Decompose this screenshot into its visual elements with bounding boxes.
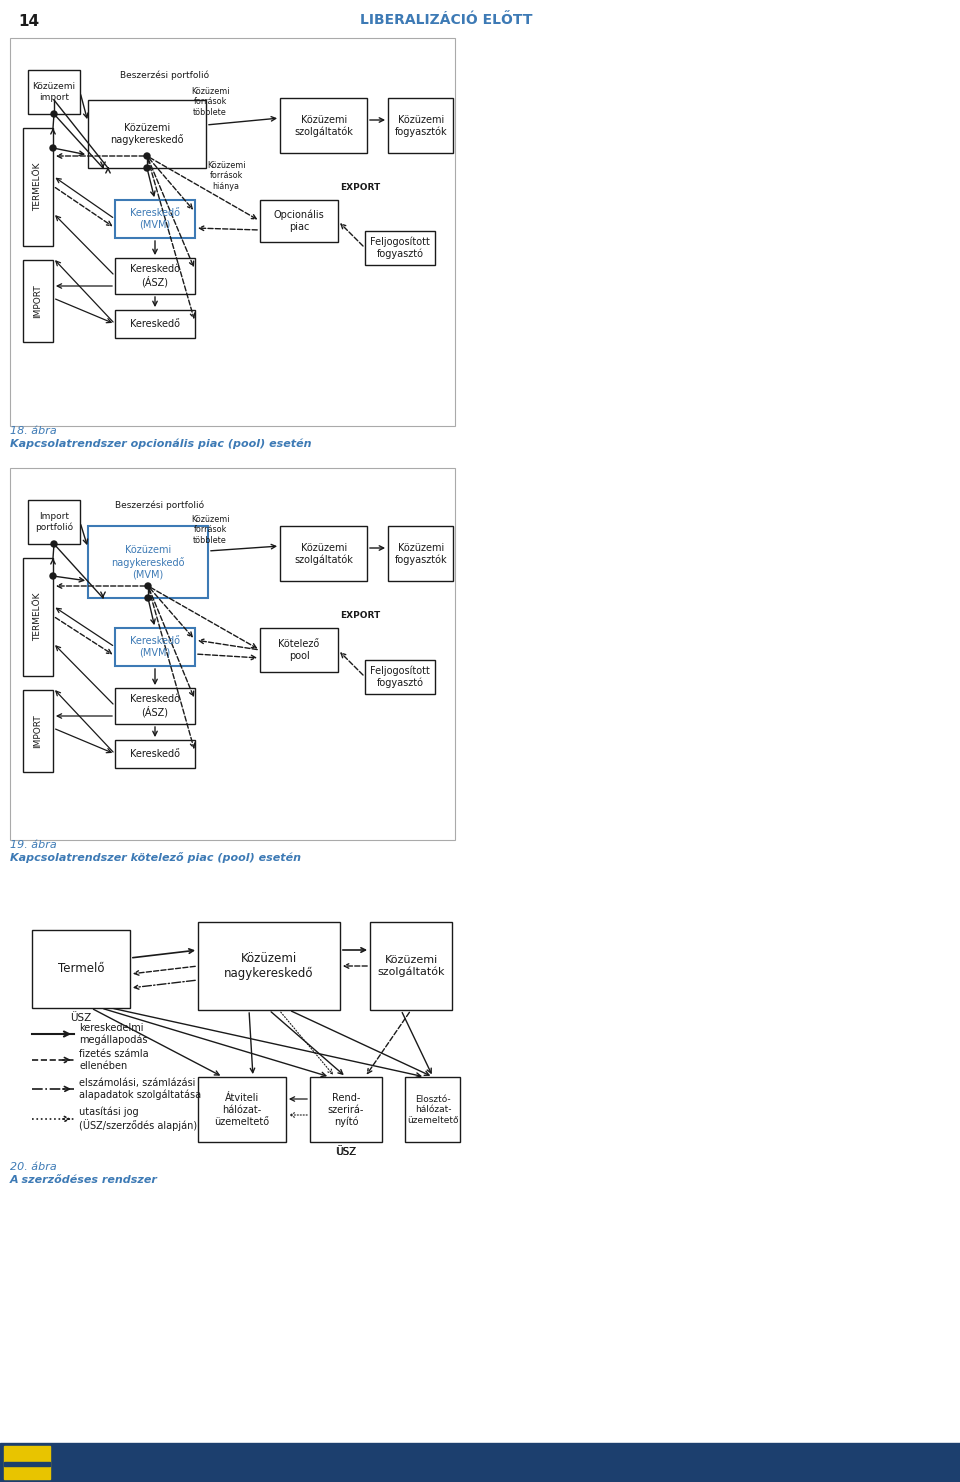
- Text: EXPORT: EXPORT: [340, 184, 380, 193]
- FancyBboxPatch shape: [115, 688, 195, 725]
- Text: Kereskedő
(ÁSZ): Kereskedő (ÁSZ): [130, 264, 180, 288]
- Bar: [4, 1463, 50, 1466]
- Text: Átviteli
hálózat-
üzemeltető: Átviteli hálózat- üzemeltető: [214, 1094, 270, 1126]
- Circle shape: [145, 594, 151, 602]
- Text: A MAGYAR VILLAMOS MŰVEK KÖZLEMÉNYEI  2000/1: A MAGYAR VILLAMOS MŰVEK KÖZLEMÉNYEI 2000…: [308, 1455, 652, 1469]
- Text: Feljogosított
fogyasztó: Feljogosított fogyasztó: [370, 237, 430, 259]
- Text: Kapcsolatrendszer opcionális piac (pool) esetén: Kapcsolatrendszer opcionális piac (pool)…: [10, 439, 311, 449]
- Text: Kereskedő: Kereskedő: [130, 748, 180, 759]
- Text: Beszerzési portfolió: Beszerzési portfolió: [115, 501, 204, 510]
- FancyBboxPatch shape: [388, 526, 453, 581]
- Text: ÜSZ: ÜSZ: [336, 1147, 356, 1157]
- FancyBboxPatch shape: [115, 628, 195, 665]
- Text: Közüzemi
fogyasztók: Közüzemi fogyasztók: [395, 116, 447, 138]
- Text: Kereskedő: Kereskedő: [130, 319, 180, 329]
- FancyBboxPatch shape: [23, 127, 53, 246]
- Text: Közüzemi
szolgáltatók: Közüzemi szolgáltatók: [377, 954, 444, 977]
- FancyBboxPatch shape: [310, 1077, 382, 1143]
- Text: MW: MW: [12, 1455, 41, 1470]
- FancyBboxPatch shape: [365, 659, 435, 694]
- FancyBboxPatch shape: [198, 922, 340, 1011]
- Text: IMPORT: IMPORT: [34, 714, 42, 748]
- Text: Termelő: Termelő: [58, 962, 105, 975]
- FancyBboxPatch shape: [198, 1077, 286, 1143]
- FancyBboxPatch shape: [115, 310, 195, 338]
- Circle shape: [51, 111, 57, 117]
- Text: fizetés számla
ellenében: fizetés számla ellenében: [79, 1049, 149, 1071]
- Circle shape: [144, 153, 150, 159]
- FancyBboxPatch shape: [260, 200, 338, 242]
- Text: Import
portfolió: Import portfolió: [35, 511, 73, 532]
- Text: Közüzemi
szolgáltatók: Közüzemi szolgáltatók: [295, 542, 353, 565]
- Text: ÜSZ: ÜSZ: [70, 1014, 91, 1023]
- FancyBboxPatch shape: [28, 70, 80, 114]
- Circle shape: [50, 145, 56, 151]
- Circle shape: [50, 574, 56, 579]
- Text: A szerződéses rendszer: A szerződéses rendszer: [10, 1175, 157, 1186]
- Text: TERMELŐK: TERMELŐK: [34, 163, 42, 212]
- Text: Rend-
szerirá-
nyító: Rend- szerirá- nyító: [327, 1094, 364, 1126]
- Text: 19. ábra: 19. ábra: [10, 840, 57, 851]
- Text: Közüzemi
fogyasztók: Közüzemi fogyasztók: [395, 542, 447, 565]
- Text: Közüzemi
import: Közüzemi import: [33, 83, 76, 102]
- FancyBboxPatch shape: [23, 691, 53, 772]
- FancyBboxPatch shape: [115, 258, 195, 293]
- FancyBboxPatch shape: [23, 559, 53, 676]
- FancyBboxPatch shape: [23, 259, 53, 342]
- Bar: [0, 1443, 960, 1482]
- Text: 14: 14: [18, 15, 39, 30]
- Circle shape: [145, 582, 151, 588]
- Text: 20. ábra: 20. ábra: [10, 1162, 57, 1172]
- Text: ÜSZ: ÜSZ: [335, 1147, 356, 1157]
- Text: Feljogosított
fogyasztó: Feljogosított fogyasztó: [370, 665, 430, 688]
- FancyBboxPatch shape: [370, 922, 452, 1011]
- FancyBboxPatch shape: [88, 526, 208, 599]
- Text: LIBERALIZÁCIÓ ELŐTT: LIBERALIZÁCIÓ ELŐTT: [360, 13, 533, 27]
- Text: utasítási jog
(ÜSZ/szerződés alapján): utasítási jog (ÜSZ/szerződés alapján): [79, 1107, 197, 1131]
- FancyBboxPatch shape: [280, 98, 367, 153]
- FancyBboxPatch shape: [88, 99, 206, 167]
- Text: Kapcsolatrendszer kötelező piac (pool) esetén: Kapcsolatrendszer kötelező piac (pool) e…: [10, 852, 301, 864]
- Text: Közüzemi
szolgáltatók: Közüzemi szolgáltatók: [295, 116, 353, 138]
- Circle shape: [144, 165, 150, 170]
- FancyBboxPatch shape: [32, 931, 130, 1008]
- Text: Beszerzési portfolió: Beszerzési portfolió: [120, 70, 209, 80]
- Text: EXPORT: EXPORT: [340, 612, 380, 621]
- FancyBboxPatch shape: [280, 526, 367, 581]
- FancyBboxPatch shape: [365, 231, 435, 265]
- Text: Elosztó-
hálózat-
üzemeltető: Elosztó- hálózat- üzemeltető: [407, 1095, 459, 1125]
- FancyBboxPatch shape: [260, 628, 338, 671]
- FancyBboxPatch shape: [115, 740, 195, 768]
- Text: Kereskedő
(ÁSZ): Kereskedő (ÁSZ): [130, 694, 180, 717]
- Text: Közüzemi
nagykereskedő
(MVM): Közüzemi nagykereskedő (MVM): [111, 545, 184, 579]
- FancyBboxPatch shape: [115, 200, 195, 239]
- Bar: [4, 1446, 50, 1479]
- Text: Közüzemi
nagykereskedő: Közüzemi nagykereskedő: [225, 951, 314, 980]
- FancyBboxPatch shape: [28, 499, 80, 544]
- Text: 18. ábra: 18. ábra: [10, 425, 57, 436]
- Text: Közüzemi
nagykereskedő: Közüzemi nagykereskedő: [110, 123, 183, 145]
- Text: Közüzemi
források
többlete: Közüzemi források többlete: [191, 87, 229, 117]
- Text: Opcionális
piac: Opcionális piac: [274, 210, 324, 233]
- FancyBboxPatch shape: [10, 39, 455, 425]
- FancyBboxPatch shape: [10, 468, 455, 840]
- Text: Kereskedő
(MVM): Kereskedő (MVM): [130, 636, 180, 658]
- Text: Kereskedő
(MVM): Kereskedő (MVM): [130, 207, 180, 230]
- Text: Közüzemi
források
hiánya: Közüzemi források hiánya: [206, 162, 245, 191]
- Text: kereskedelmi
megállapodás: kereskedelmi megállapodás: [79, 1023, 148, 1045]
- Text: TERMELŐK: TERMELŐK: [34, 593, 42, 642]
- Text: elszámolási, számlázási
alapadatok szolgáltatása: elszámolási, számlázási alapadatok szolg…: [79, 1077, 202, 1100]
- Text: IMPORT: IMPORT: [34, 285, 42, 317]
- FancyBboxPatch shape: [388, 98, 453, 153]
- Circle shape: [51, 541, 57, 547]
- FancyBboxPatch shape: [405, 1077, 460, 1143]
- Text: Kötelező
pool: Kötelező pool: [278, 639, 320, 661]
- Text: Közüzemi
források
többlete: Közüzemi források többlete: [191, 516, 229, 545]
